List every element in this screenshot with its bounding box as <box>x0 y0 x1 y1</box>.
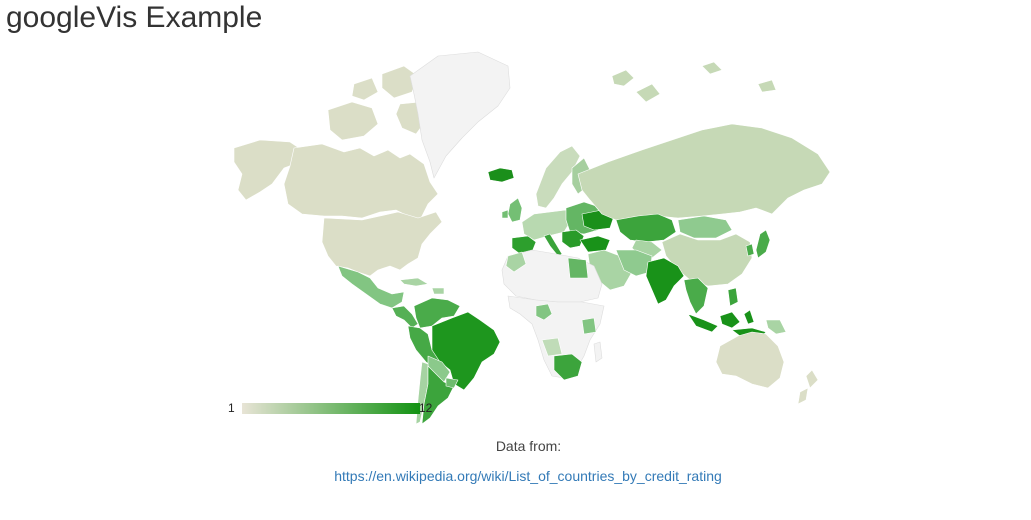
region-russia[interactable] <box>577 123 831 221</box>
region-italy[interactable] <box>543 233 563 257</box>
legend-max-label: 12 <box>419 401 433 415</box>
region-morocco[interactable] <box>505 251 527 273</box>
region-png[interactable] <box>765 319 787 335</box>
region-new-zealand[interactable] <box>797 369 819 405</box>
region-southern-africa[interactable] <box>553 353 583 381</box>
color-legend: 1 12 <box>228 400 438 418</box>
region-nigeria[interactable] <box>535 303 553 321</box>
region-southeast-asia[interactable] <box>683 277 709 315</box>
page-title: googleVis Example <box>6 1 263 34</box>
region-kazakhstan[interactable] <box>615 213 677 243</box>
region-canada[interactable] <box>283 143 439 221</box>
region-india[interactable] <box>645 257 685 305</box>
region-uruguay[interactable] <box>445 377 459 389</box>
region-greenland[interactable] <box>409 51 511 179</box>
region-colombia-venezuela[interactable] <box>413 297 461 329</box>
region-russia-islands[interactable] <box>611 61 777 103</box>
data-source-link-container: https://en.wikipedia.org/wiki/List_of_co… <box>0 468 1031 484</box>
legend-gradient-bar <box>242 403 420 414</box>
region-angola[interactable] <box>541 337 563 357</box>
region-mongolia[interactable] <box>677 215 733 239</box>
region-mexico[interactable] <box>337 265 405 309</box>
data-source-link[interactable]: https://en.wikipedia.org/wiki/List_of_co… <box>334 468 722 484</box>
world-map[interactable] <box>232 44 834 430</box>
region-uk[interactable] <box>501 197 523 223</box>
data-source-label: Data from: <box>495 438 562 454</box>
region-caribbean[interactable] <box>399 277 445 295</box>
region-indonesia[interactable] <box>687 309 767 339</box>
region-central-america[interactable] <box>391 305 419 329</box>
legend-min-label: 1 <box>228 401 235 415</box>
region-iceland[interactable] <box>487 167 515 183</box>
region-alaska[interactable] <box>233 139 303 201</box>
geo-chart[interactable] <box>232 44 834 430</box>
region-turkey[interactable] <box>579 235 611 253</box>
region-kenya[interactable] <box>581 317 597 335</box>
region-philippines[interactable] <box>727 287 739 307</box>
region-australia[interactable] <box>715 331 785 389</box>
region-egypt[interactable] <box>567 257 589 279</box>
region-balkans[interactable] <box>561 229 585 249</box>
region-japan-korea[interactable] <box>745 229 771 259</box>
region-madagascar[interactable] <box>593 341 603 363</box>
region-canada-arctic[interactable] <box>327 65 429 141</box>
